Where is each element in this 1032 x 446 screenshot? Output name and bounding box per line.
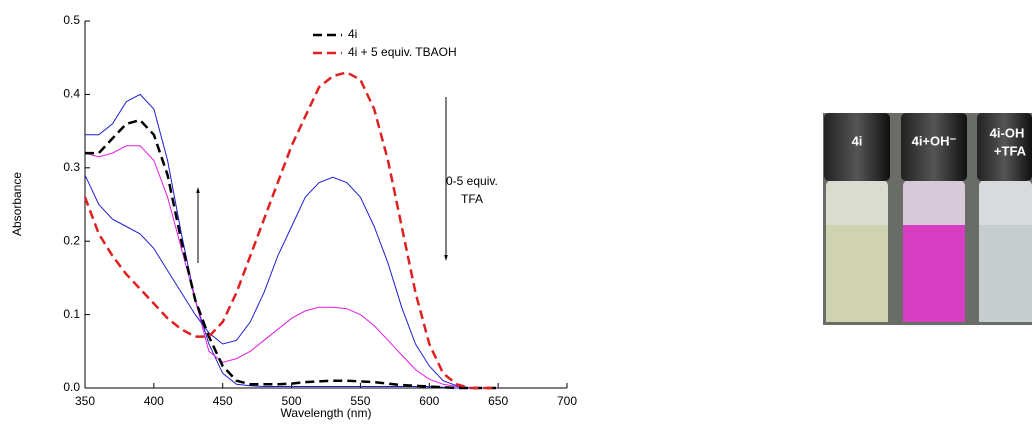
x-tick-label: 350 xyxy=(75,394,95,408)
vial-label: +TFA xyxy=(994,143,1027,158)
y-tick-label: 0.4 xyxy=(63,87,80,101)
annotation: TFA xyxy=(461,192,483,206)
x-tick-label: 550 xyxy=(350,394,370,408)
y-axis-label: Absorbance xyxy=(10,172,24,236)
x-tick-label: 500 xyxy=(282,394,302,408)
legend-label: 4i + 5 equiv. TBAOH xyxy=(348,45,457,59)
y-tick-label: 0.3 xyxy=(63,160,80,174)
series-line xyxy=(83,71,499,390)
legend-label: 4i xyxy=(348,27,357,41)
cap xyxy=(901,113,967,181)
series-line xyxy=(84,145,499,389)
cap xyxy=(977,113,1032,181)
series-line xyxy=(85,93,499,389)
vial-label: 4i+OH⁻ xyxy=(912,133,957,148)
y-tick-label: 0.5 xyxy=(63,13,80,27)
photo: 4i 4i+OH⁻ 4i-OH +TFA xyxy=(823,113,1032,325)
annotation: 0-5 equiv. xyxy=(446,174,498,188)
x-tick-label: 650 xyxy=(488,394,508,408)
x-axis-label: Wavelength (nm) xyxy=(281,406,372,420)
y-tick-label: 0.1 xyxy=(63,307,80,321)
x-tick-label: 700 xyxy=(557,394,577,408)
series-line xyxy=(85,118,499,390)
x-tick-label: 450 xyxy=(213,394,233,408)
vial-label: 4i xyxy=(852,133,863,148)
vial-label: 4i-OH xyxy=(990,125,1025,140)
x-tick-label: 600 xyxy=(419,394,439,408)
x-tick-label: 400 xyxy=(144,394,164,408)
cap xyxy=(824,113,890,181)
y-tick-label: 0.0 xyxy=(63,380,80,394)
series-line xyxy=(84,174,499,389)
solution xyxy=(903,225,965,322)
y-tick-label: 0.2 xyxy=(63,233,80,247)
solution xyxy=(826,225,888,322)
solution xyxy=(979,225,1032,322)
